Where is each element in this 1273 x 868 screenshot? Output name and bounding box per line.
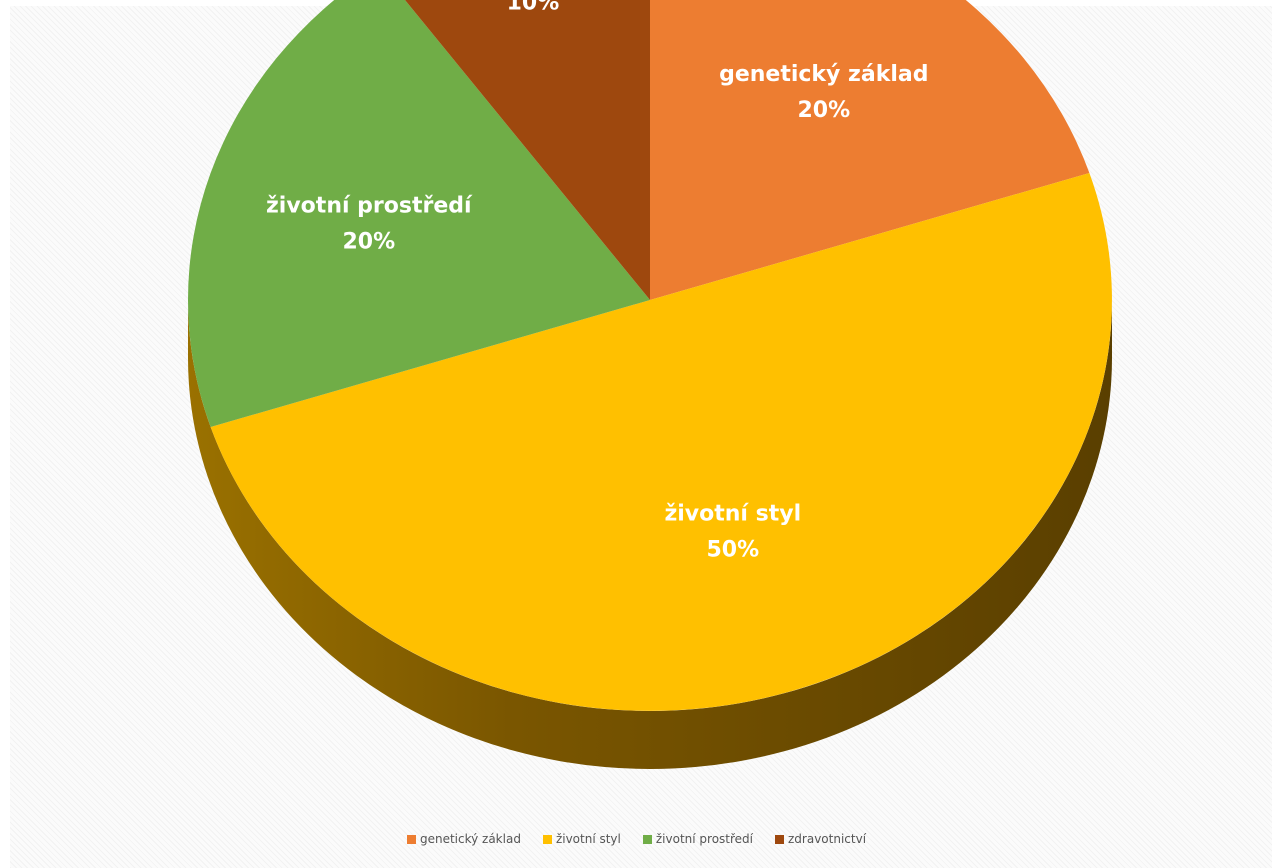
pie-data-label: životní prostředí 20% bbox=[266, 194, 473, 255]
pie-data-label: životní styl 50% bbox=[664, 502, 801, 563]
pie-slices bbox=[188, 0, 1112, 769]
legend-entry: životní prostředí bbox=[642, 832, 753, 846]
pie-slice bbox=[210, 172, 1112, 711]
pie-slice bbox=[650, 0, 1090, 300]
pie-slice bbox=[188, 0, 650, 428]
pie-data-labels: genetický základ 20% životní styl 50% životn… bbox=[266, 0, 928, 563]
legend-entry: zdravotnictví bbox=[775, 832, 866, 846]
legend-label: genetický základ bbox=[419, 832, 521, 846]
legend-swatch bbox=[642, 834, 652, 844]
pie-slice bbox=[404, 0, 650, 300]
legend: genetický základ životní styl životní pr… bbox=[0, 832, 1273, 846]
legend-swatch bbox=[775, 834, 784, 844]
legend-label: životní prostředí bbox=[655, 832, 753, 846]
legend-label: životní styl bbox=[555, 832, 621, 846]
pie-data-label: genetický základ 20% bbox=[719, 62, 928, 123]
pie-data-label: zdravotnictví10% bbox=[451, 0, 615, 15]
legend-entry: genetický základ bbox=[406, 832, 521, 846]
legend-entry: životní styl bbox=[542, 832, 621, 846]
legend-swatch bbox=[542, 834, 552, 844]
legend-swatch bbox=[406, 834, 416, 844]
legend-label: zdravotnictví bbox=[788, 832, 867, 846]
